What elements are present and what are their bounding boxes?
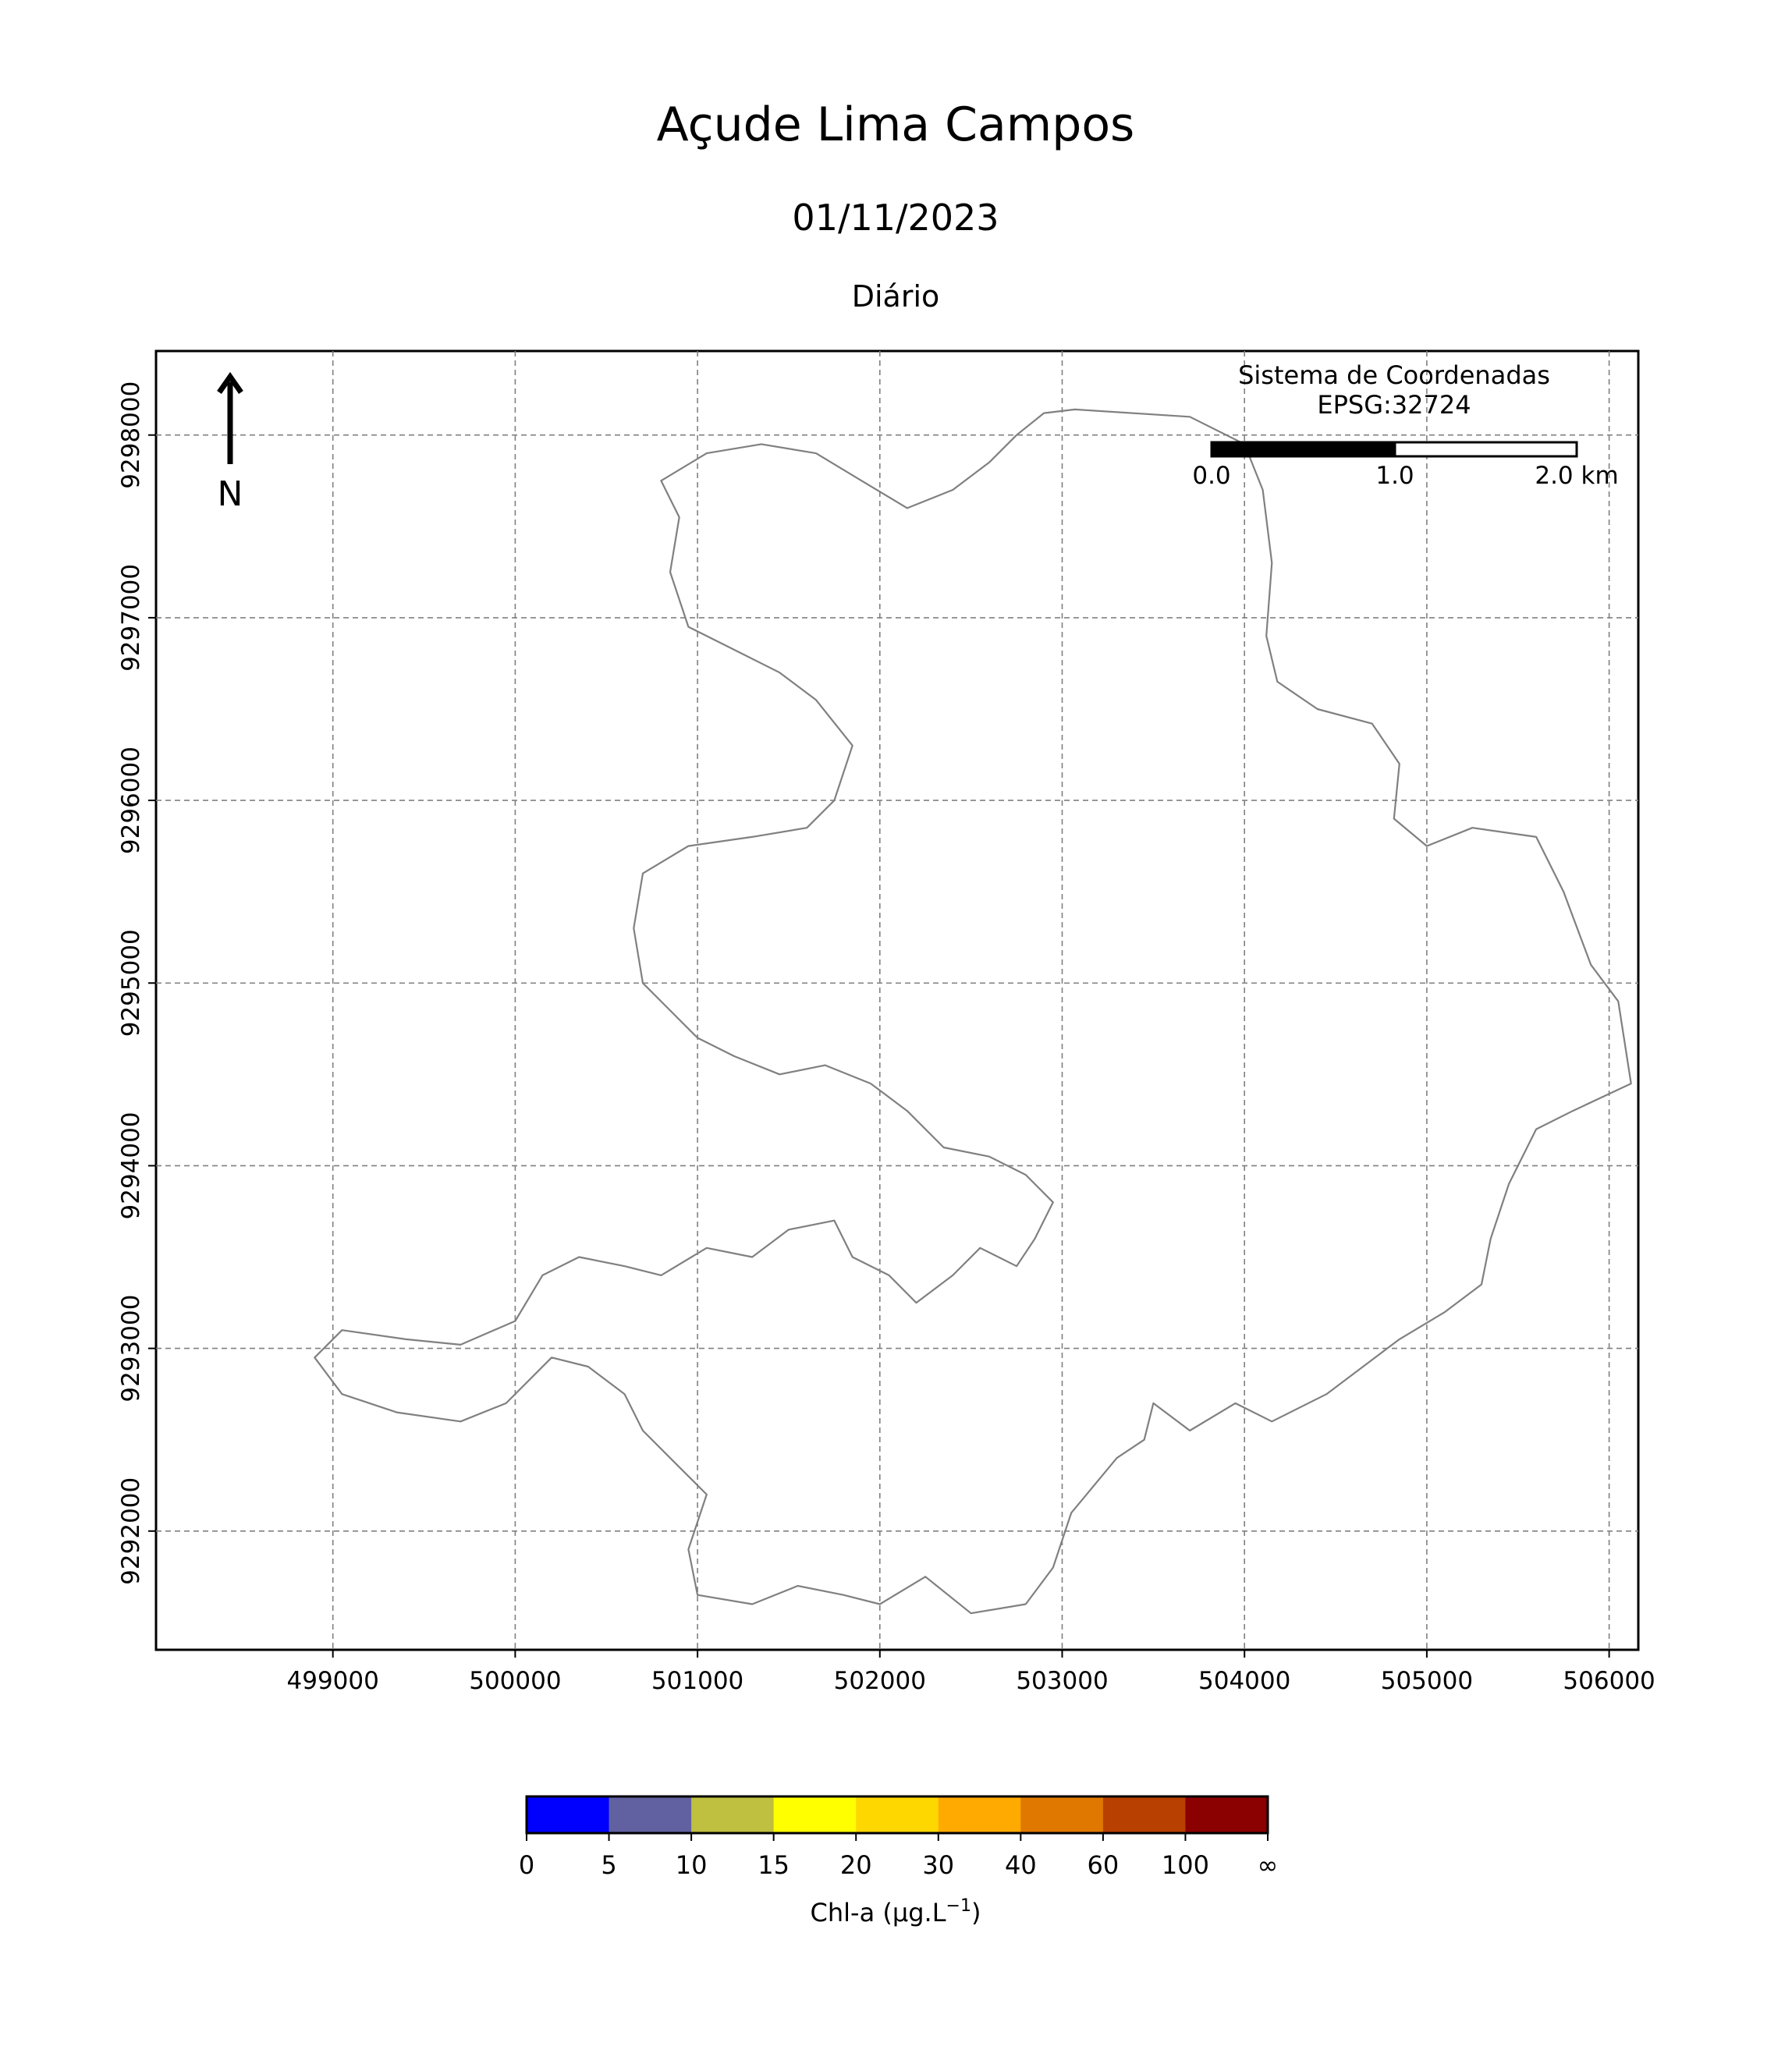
colorbar-tick-label: 20 — [840, 1850, 872, 1880]
colorbar-cell — [856, 1796, 939, 1833]
figure-period: Diário — [852, 279, 940, 314]
x-tick-label: 500000 — [469, 1667, 561, 1695]
x-tick-label: 503000 — [1016, 1667, 1108, 1695]
colorbar-tick-label: 30 — [922, 1850, 954, 1880]
colorbar-cell — [527, 1796, 610, 1833]
colorbar-tick-label: 0 — [519, 1850, 534, 1880]
grid-lines — [156, 351, 1638, 1650]
colorbar-cell — [938, 1796, 1021, 1833]
colorbar-cell — [773, 1796, 857, 1833]
scalebar-white-segment — [1393, 441, 1578, 458]
colorbar-tick-label: 15 — [758, 1850, 790, 1880]
map-plot-area: 499000 500000 501000 502000 503000 504000 5050… — [117, 349, 1655, 1695]
y-tick-label: 9297000 — [117, 564, 145, 672]
crs-label: Sistema de Coordenadas EPSG:32724 — [1238, 360, 1550, 420]
x-axis-ticks: 499000 500000 501000 502000 503000 504000 5050… — [287, 1650, 1655, 1695]
y-tick-label: 9294000 — [117, 1112, 145, 1219]
colorbar-tick-label: 100 — [1162, 1850, 1209, 1880]
scalebar-label-1: 1.0 — [1375, 462, 1414, 490]
colorbar-tick-label: ∞ — [1258, 1850, 1279, 1880]
plot-frame — [154, 349, 1640, 1651]
y-tick-label: 9296000 — [117, 747, 145, 854]
scalebar-black-segment — [1210, 441, 1396, 458]
x-tick-label: 505000 — [1381, 1667, 1473, 1695]
reservoir-outline-layer — [314, 408, 1632, 1615]
y-axis-ticks: 9292000 9293000 9294000 9295000 9296000 92970… — [117, 381, 156, 1585]
scalebar: 0.0 1.0 2.0 km — [1192, 441, 1619, 490]
y-tick-label: 9292000 — [117, 1477, 145, 1585]
x-tick-label: 504000 — [1198, 1667, 1290, 1695]
colorbar-cell — [691, 1796, 775, 1833]
y-tick-label: 9293000 — [117, 1295, 145, 1403]
colorbar-cell — [609, 1796, 692, 1833]
scalebar-label-2: 2.0 km — [1535, 462, 1618, 490]
colorbar-tick-label: 60 — [1088, 1850, 1120, 1880]
colorbar-tick-label: 5 — [601, 1850, 616, 1880]
colorbar-cell — [1020, 1796, 1104, 1833]
y-tick-label: 9298000 — [117, 381, 145, 489]
north-arrow-label: N — [218, 474, 243, 514]
colorbar: 0 5 10 15 20 30 40 60 100 ∞ Chl-a (μg.L−1) — [519, 1795, 1279, 1927]
north-arrow-head-icon — [217, 371, 243, 395]
x-tick-label: 502000 — [834, 1667, 926, 1695]
x-tick-label: 501000 — [651, 1667, 743, 1695]
crs-label-line2: EPSG:32724 — [1317, 390, 1471, 420]
colorbar-tick-label: 40 — [1005, 1850, 1037, 1880]
figure-title: Açude Lima Campos — [657, 98, 1135, 152]
colorbar-cell — [1185, 1796, 1269, 1833]
colorbar-ticks: 0 5 10 15 20 30 40 60 100 ∞ — [519, 1833, 1279, 1880]
reservoir-outline — [314, 408, 1632, 1615]
colorbar-cell — [1102, 1796, 1186, 1833]
x-tick-label: 499000 — [287, 1667, 379, 1695]
x-tick-label: 506000 — [1563, 1667, 1655, 1695]
colorbar-tick-label: 10 — [676, 1850, 708, 1880]
north-arrow: N — [217, 371, 243, 514]
colorbar-label: Chl-a (μg.L−1) — [811, 1896, 981, 1927]
figure-date: 01/11/2023 — [792, 197, 999, 239]
colorbar-cells — [527, 1796, 1269, 1833]
y-tick-label: 9295000 — [117, 929, 145, 1037]
colorbar-frame — [525, 1795, 1269, 1835]
scalebar-label-0: 0.0 — [1192, 462, 1230, 490]
crs-label-line1: Sistema de Coordenadas — [1238, 360, 1550, 390]
